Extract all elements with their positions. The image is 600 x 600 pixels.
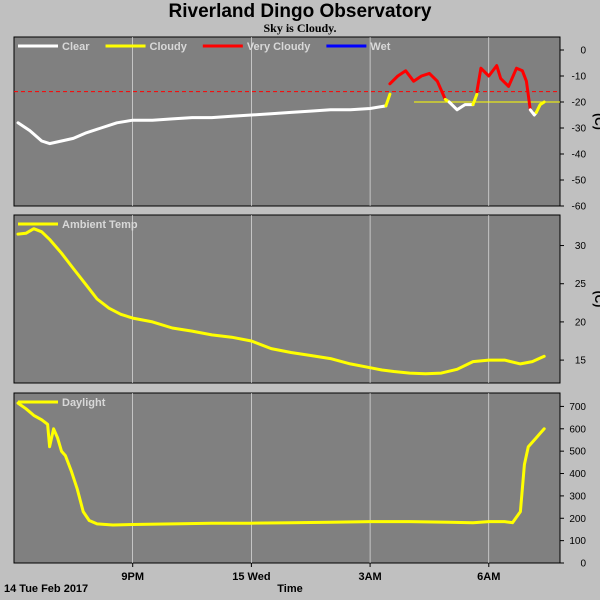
- sky-series-line: [475, 64, 532, 112]
- ambient-ytick-label: 30: [575, 241, 587, 252]
- daylight-ytick-label: 600: [569, 424, 586, 435]
- daylight-ytick-label: 400: [569, 469, 586, 480]
- daylight-ytick-label: 500: [569, 447, 586, 458]
- sky-series-line: [384, 92, 392, 108]
- legend-label: Daylight: [62, 397, 106, 409]
- chart-title: Riverland Dingo Observatory: [168, 1, 432, 22]
- sky-series-line: [16, 104, 388, 146]
- sky-plot-area: [13, 36, 561, 207]
- x-tick-label: 15 Wed: [232, 571, 270, 583]
- sky-series-line: [534, 100, 546, 114]
- ambient-ytick-label: 25: [575, 279, 587, 290]
- sky-ytick-label: -20: [572, 98, 587, 109]
- ambient-y-axis-label: (C): [592, 291, 600, 308]
- legend-label: Cloudy: [150, 41, 188, 53]
- x-tick-label: 3AM: [358, 571, 381, 583]
- sky-series-line: [388, 69, 447, 101]
- daylight-ytick-label: 300: [569, 491, 586, 502]
- start-date-label: 14 Tue Feb 2017: [4, 583, 89, 595]
- x-tick-label: 9PM: [121, 571, 144, 583]
- daylight-ytick-label: 200: [569, 514, 586, 525]
- sky-ytick-label: 0: [580, 46, 586, 57]
- daylight-ytick-label: 0: [580, 559, 586, 570]
- ambient-panel: 15 20 25 30 (C) Ambient Temp: [13, 214, 600, 384]
- sky-ytick-label: -60: [572, 202, 587, 213]
- ambient-ytick-label: 15: [575, 356, 587, 367]
- x-axis-title: Time: [277, 583, 303, 595]
- sky-series-line: [447, 100, 475, 112]
- daylight-plot-area: [13, 392, 561, 564]
- sky-series-line: [471, 92, 479, 107]
- sky-ytick-label: -50: [572, 176, 587, 187]
- legend-label: Wet: [370, 41, 390, 53]
- sky-status-subtitle: Sky is Cloudy.: [263, 21, 337, 35]
- sky-ytick-label: -30: [572, 124, 587, 135]
- sky-y-axis-label: (C): [592, 113, 600, 130]
- daylight-ytick-label: 700: [569, 402, 586, 413]
- daylight-series-line: [16, 401, 546, 527]
- daylight-panel: 0 100 200 300 400 500 600 700 Daylight: [13, 392, 586, 570]
- legend-label: Clear: [62, 41, 90, 53]
- sky-ytick-label: -10: [572, 72, 587, 83]
- legend-label: Ambient Temp: [62, 219, 138, 231]
- sky-ytick-label: -40: [572, 150, 587, 161]
- sky-panel: 0 -10 -20 -30 -40 -50 -60 (C) Clear Cloudy Very Cl…: [13, 36, 600, 213]
- x-tick-label: 6AM: [477, 571, 500, 583]
- legend-label: Very Cloudy: [247, 41, 311, 53]
- ambient-ytick-label: 20: [575, 317, 587, 328]
- ambient-plot-area: [13, 214, 561, 384]
- ambient-series-line: [16, 227, 546, 376]
- daylight-ytick-label: 100: [569, 536, 586, 547]
